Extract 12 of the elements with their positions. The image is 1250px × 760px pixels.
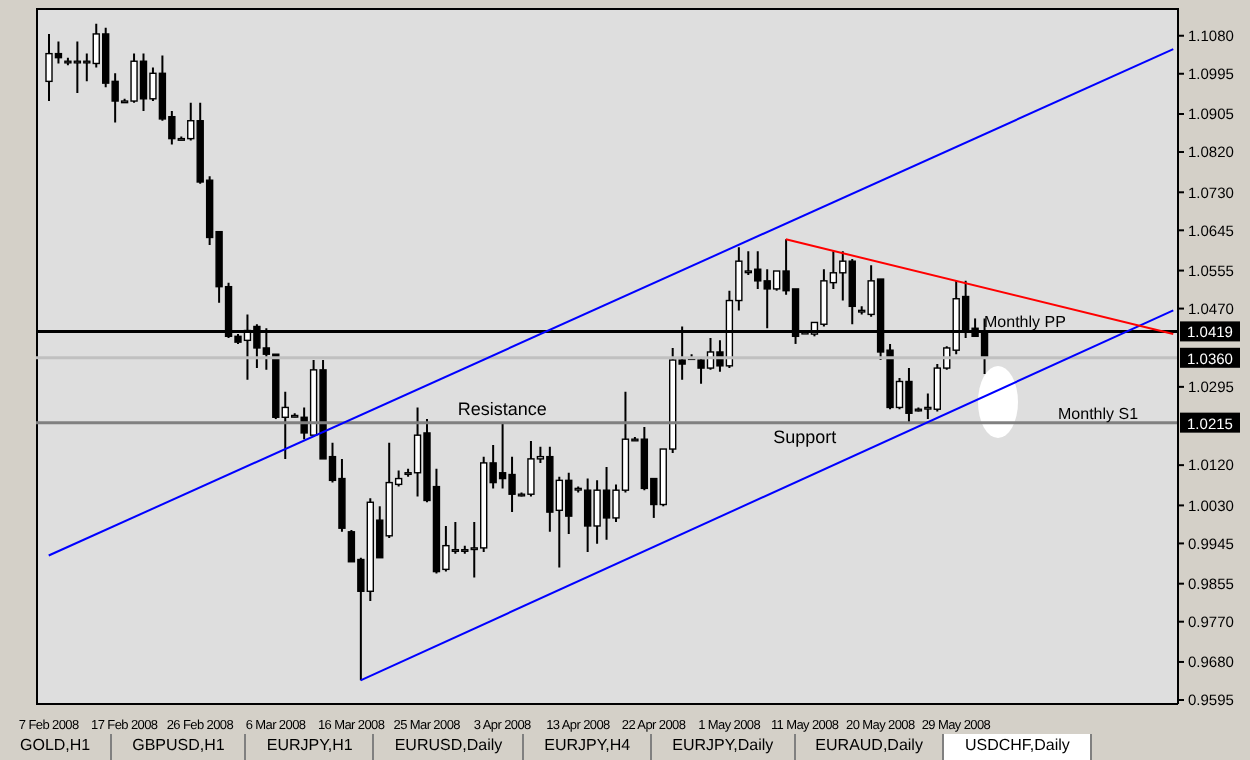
annotation: Support: [773, 427, 838, 448]
text: GBPUSD,H1: [112, 734, 247, 760]
text: EURUSD,Daily: [374, 734, 525, 760]
text: EURJPY,H4: [524, 734, 653, 760]
ref-line-label: Monthly S1: [1058, 404, 1140, 423]
text: EURJPY,Daily: [652, 734, 796, 760]
text: EURJPY,H1: [246, 734, 375, 760]
ref-line-label: Monthly PP: [984, 313, 1066, 332]
text: USDCHF,Daily: [944, 734, 1092, 760]
annotation: Resistance: [457, 398, 547, 419]
text: EURAUD,Daily: [795, 734, 945, 760]
text: GOLD,H1: [0, 734, 113, 760]
